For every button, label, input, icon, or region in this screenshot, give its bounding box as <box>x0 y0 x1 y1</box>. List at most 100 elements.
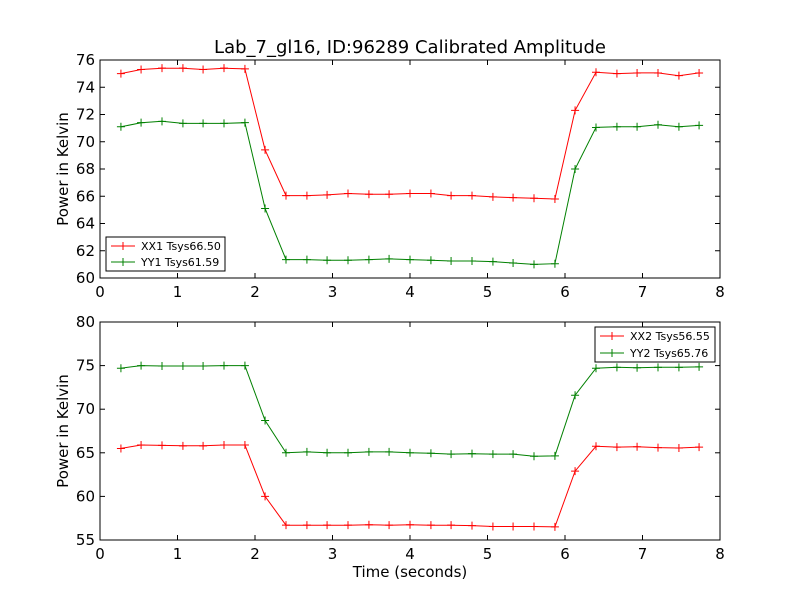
data-point-marker <box>385 190 394 199</box>
data-point-marker <box>612 363 621 372</box>
top-series <box>116 64 704 269</box>
data-point-marker <box>282 191 290 200</box>
data-point-marker <box>220 361 228 370</box>
x-tick-label: 1 <box>173 283 183 301</box>
top-legend-box <box>105 236 226 272</box>
x-axis-label: Time (seconds) <box>352 563 468 581</box>
x-tick-label: 0 <box>95 545 105 563</box>
y-tick-label: 70 <box>76 133 95 151</box>
legend-yy2-marker <box>608 349 616 357</box>
data-point-marker <box>199 362 208 371</box>
x-tick-label: 6 <box>560 545 570 563</box>
data-point-marker <box>550 522 559 531</box>
legend-xx1-marker <box>119 242 127 250</box>
data-point-marker <box>199 65 208 74</box>
data-point-marker <box>550 259 559 268</box>
data-point-marker <box>385 254 394 263</box>
data-point-marker <box>426 256 435 265</box>
data-point-marker <box>199 119 208 128</box>
x-tick-label: 7 <box>638 283 648 301</box>
data-point-marker <box>509 193 518 202</box>
y-tick-label: 60 <box>76 269 95 287</box>
data-point-marker <box>220 440 228 449</box>
data-point-marker <box>240 64 249 73</box>
data-point-marker <box>116 69 125 78</box>
data-point-marker <box>385 447 394 456</box>
data-point-marker <box>468 256 476 265</box>
data-point-marker <box>240 361 249 370</box>
y-tick-label: 66 <box>76 187 95 205</box>
data-point-marker <box>302 521 311 530</box>
x-tick-label: 0 <box>95 283 105 301</box>
data-point-marker <box>468 521 476 530</box>
data-point-marker <box>302 255 311 264</box>
data-point-marker <box>426 521 435 530</box>
data-point-marker <box>137 65 146 74</box>
data-point-marker <box>158 362 166 371</box>
data-point-marker <box>612 443 621 452</box>
top-plot-frame <box>99 59 721 279</box>
data-point-marker <box>323 448 332 457</box>
data-point-marker <box>468 449 476 458</box>
data-point-marker <box>530 522 538 531</box>
y-tick-label: 65 <box>76 444 95 462</box>
bottom-legend: XX2 Tsys56.55 YY2 Tsys65.76 <box>594 326 716 363</box>
data-point-marker <box>282 255 290 264</box>
data-point-marker <box>178 119 187 128</box>
y-tick-label: 60 <box>76 487 95 505</box>
data-point-marker <box>447 450 456 459</box>
top-subplot: Lab_7_gl16, ID:96289 Calibrated Amplitud… <box>54 37 725 301</box>
data-point-marker <box>633 363 642 372</box>
data-point-marker <box>426 449 435 458</box>
data-point-marker <box>158 441 166 450</box>
bottom-ticks: 0 1 2 3 4 5 6 7 8 55 60 65 70 75 80 <box>76 313 725 563</box>
data-point-marker <box>550 194 559 203</box>
bottom-plot-frame <box>99 321 721 541</box>
legend-xx2-marker <box>608 332 616 340</box>
data-point-marker <box>261 204 270 213</box>
bottom-legend-box <box>594 326 716 363</box>
data-point-marker <box>447 191 456 200</box>
data-point-marker <box>178 64 187 73</box>
data-point-marker <box>137 361 146 370</box>
y-tick-label: 72 <box>76 106 95 124</box>
data-point-marker <box>323 190 332 199</box>
data-point-marker <box>488 522 497 531</box>
data-point-marker <box>344 521 352 530</box>
y-tick-label: 64 <box>76 215 95 233</box>
data-point-marker <box>220 64 228 73</box>
y-tick-label: 74 <box>76 78 95 96</box>
data-point-marker <box>158 117 166 126</box>
data-point-marker <box>592 68 600 77</box>
legend-yy1-marker <box>119 258 127 266</box>
data-point-marker <box>282 448 290 457</box>
data-point-marker <box>571 106 580 115</box>
y-tick-label: 70 <box>76 400 95 418</box>
data-point-marker <box>530 194 538 203</box>
data-point-marker <box>364 255 373 264</box>
x-tick-label: 1 <box>173 545 183 563</box>
x-tick-label: 4 <box>405 545 415 563</box>
data-point-marker <box>323 256 332 265</box>
data-point-marker <box>406 189 414 198</box>
data-point-marker <box>530 260 538 269</box>
data-point-marker <box>302 447 311 456</box>
y-tick-label: 76 <box>76 51 95 69</box>
data-point-marker <box>364 190 373 199</box>
data-point-marker <box>695 443 704 452</box>
data-point-marker <box>240 440 249 449</box>
data-point-marker <box>488 257 497 266</box>
x-tick-label: 5 <box>483 283 493 301</box>
x-tick-label: 3 <box>328 283 338 301</box>
data-point-marker <box>137 118 146 127</box>
x-tick-label: 3 <box>328 545 338 563</box>
data-point-marker <box>695 121 704 130</box>
bottom-series <box>116 361 704 531</box>
data-point-marker <box>158 64 166 73</box>
legend-xx1-label: XX1 Tsys66.50 <box>141 240 221 253</box>
data-point-marker <box>116 364 125 373</box>
data-point-marker <box>199 441 208 450</box>
legend-yy1-label: YY1 Tsys61.59 <box>140 256 219 269</box>
bottom-subplot: Time (seconds) Power in Kelvin 0 1 2 3 4 5 6 7 8… <box>54 313 725 581</box>
